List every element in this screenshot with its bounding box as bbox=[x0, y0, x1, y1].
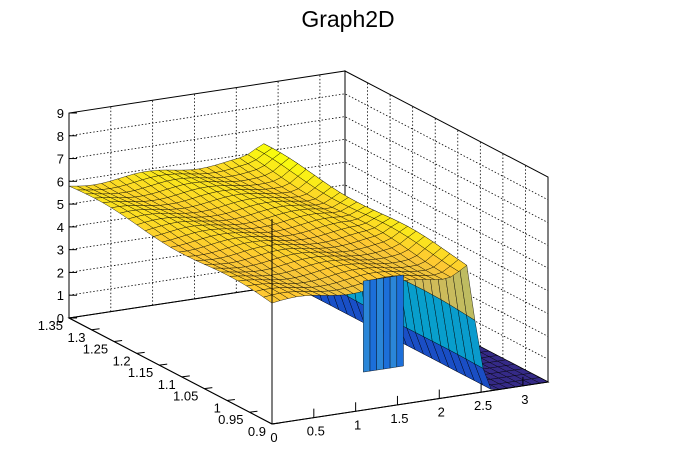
y-tick-label: 1.15 bbox=[128, 365, 153, 380]
x-tick-label: 0 bbox=[270, 430, 277, 445]
chart-title: Graph2D bbox=[301, 6, 394, 32]
y-tick-label: 0.9 bbox=[248, 424, 266, 439]
surface-curtain bbox=[376, 277, 384, 371]
y-tick-mark bbox=[114, 340, 123, 343]
y-tick-label: 1.3 bbox=[67, 330, 85, 345]
axis-line-0 bbox=[271, 381, 549, 425]
z-tick-label: 6 bbox=[57, 174, 64, 189]
x-tick-label: 2 bbox=[438, 405, 445, 420]
surface-mesh bbox=[68, 143, 549, 390]
x-tick-label: 2.5 bbox=[474, 398, 492, 413]
y-tick-label: 1.35 bbox=[38, 318, 63, 333]
surface-curtain bbox=[363, 279, 371, 373]
z-tick-label: 7 bbox=[57, 152, 64, 167]
axes-front-edges bbox=[68, 113, 549, 425]
z-tick-label: 0 bbox=[57, 311, 64, 326]
x-tick-label: 3 bbox=[521, 392, 528, 407]
z-grid-line bbox=[68, 161, 549, 269]
y-tick-mark bbox=[159, 363, 168, 366]
z-grid-line bbox=[68, 207, 549, 315]
y-tick-mark bbox=[271, 422, 281, 425]
y-tick-mark bbox=[226, 398, 235, 401]
y-tick-label: 0.95 bbox=[218, 412, 243, 427]
x-tick-label: 1 bbox=[354, 417, 361, 432]
x-tick-label: 0.5 bbox=[307, 424, 325, 439]
y-tick-label: 1.1 bbox=[158, 377, 176, 392]
y-tick-label: 1.2 bbox=[113, 353, 131, 368]
surface-curtain bbox=[369, 278, 377, 372]
y-tick-label: 1.05 bbox=[173, 389, 198, 404]
z-grid-line bbox=[68, 116, 549, 223]
axis-line-1 bbox=[68, 317, 273, 425]
surface-curtain bbox=[396, 274, 404, 368]
z-tick-label: 2 bbox=[57, 265, 64, 280]
z-tick-label: 9 bbox=[57, 106, 64, 121]
z-tick-label: 1 bbox=[57, 288, 64, 303]
y-tick-mark bbox=[181, 375, 190, 378]
surface-curtain bbox=[383, 276, 391, 370]
y-tick-mark bbox=[136, 351, 145, 354]
y-tick-mark bbox=[91, 328, 100, 331]
z-tick-label: 4 bbox=[57, 220, 64, 235]
y-tick-mark bbox=[249, 410, 258, 413]
x-tick-label: 1.5 bbox=[390, 411, 408, 426]
y-tick-label: 1 bbox=[214, 400, 221, 415]
y-tick-mark bbox=[204, 387, 213, 390]
z-tick-label: 8 bbox=[57, 129, 64, 144]
y-tick-label: 1.25 bbox=[83, 342, 108, 357]
z-grid-line bbox=[68, 252, 549, 360]
z-tick-label: 3 bbox=[57, 243, 64, 258]
surface-curtain bbox=[389, 275, 397, 369]
axis-ticks: 0 0.5 1 1.5 2 2.5 30.90.9511.051.11.151.21.251… bbox=[38, 106, 529, 445]
z-tick-label: 5 bbox=[57, 197, 64, 212]
